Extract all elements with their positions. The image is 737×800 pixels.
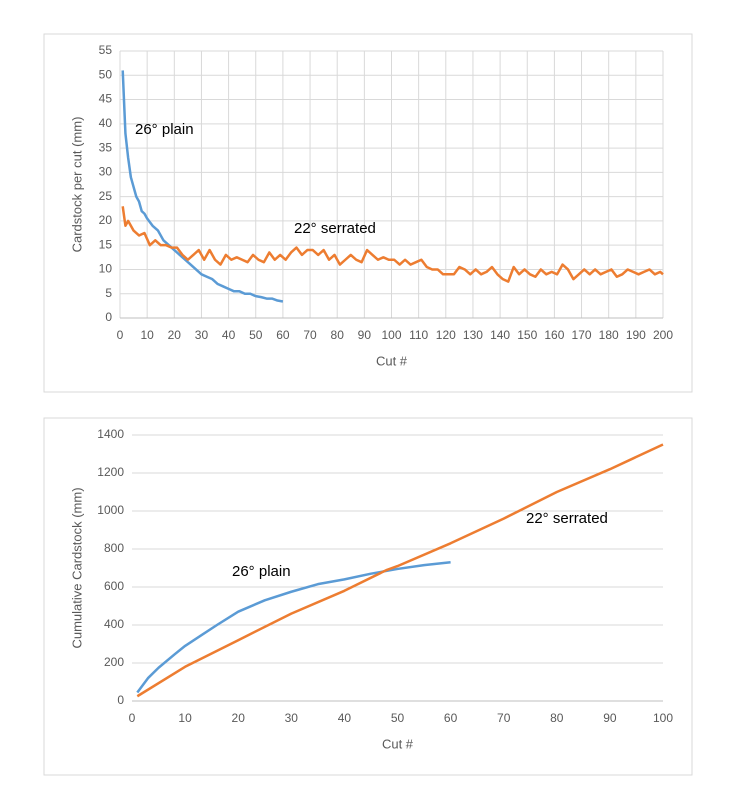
y-tick-label: 55 — [99, 43, 113, 57]
x-tick-label: 150 — [517, 328, 537, 342]
x-tick-label: 20 — [168, 328, 182, 342]
y-axis-title: Cardstock per cut (mm) — [69, 117, 84, 253]
x-tick-label: 100 — [653, 711, 673, 725]
x-tick-label: 140 — [490, 328, 510, 342]
y-tick-label: 30 — [99, 165, 113, 179]
chart-panel — [43, 33, 693, 393]
chart-panel — [43, 417, 693, 776]
series-label: 22° serrated — [294, 220, 376, 237]
x-tick-label: 180 — [599, 328, 619, 342]
x-tick-label: 40 — [338, 711, 352, 725]
y-tick-label: 5 — [105, 286, 112, 300]
x-tick-label: 60 — [276, 328, 290, 342]
x-tick-label: 80 — [331, 328, 345, 342]
x-axis-title: Cut # — [376, 353, 408, 368]
line-series — [136, 443, 664, 698]
x-tick-label: 60 — [444, 711, 458, 725]
x-tick-label: 70 — [497, 711, 511, 725]
y-tick-label: 600 — [104, 579, 124, 593]
x-tick-label: 10 — [178, 711, 192, 725]
y-tick-label: 1200 — [97, 465, 124, 479]
x-tick-label: 50 — [249, 328, 263, 342]
y-tick-label: 20 — [99, 213, 113, 227]
y-tick-label: 200 — [104, 655, 124, 669]
x-tick-label: 0 — [129, 711, 136, 725]
x-tick-label: 120 — [436, 328, 456, 342]
x-tick-label: 0 — [117, 328, 124, 342]
x-tick-label: 170 — [572, 328, 592, 342]
x-tick-label: 30 — [195, 328, 209, 342]
y-tick-label: 45 — [99, 92, 113, 106]
series-label: 22° serrated — [526, 510, 608, 527]
series-label: 26° plain — [135, 121, 194, 138]
y-tick-label: 0 — [117, 693, 124, 707]
y-tick-label: 15 — [99, 237, 113, 251]
x-tick-label: 40 — [222, 328, 236, 342]
x-tick-label: 80 — [550, 711, 564, 725]
x-tick-label: 10 — [140, 328, 154, 342]
y-tick-label: 40 — [99, 116, 113, 130]
x-tick-label: 100 — [381, 328, 401, 342]
line-series — [121, 70, 284, 303]
y-tick-label: 25 — [99, 189, 113, 203]
x-tick-label: 200 — [653, 328, 673, 342]
y-tick-label: 10 — [99, 262, 113, 276]
series-label: 26° plain — [232, 563, 291, 580]
x-tick-label: 110 — [409, 328, 428, 342]
y-tick-label: 50 — [99, 67, 113, 81]
x-tick-label: 20 — [232, 711, 246, 725]
y-tick-label: 1000 — [97, 503, 124, 517]
x-tick-label: 90 — [603, 711, 617, 725]
y-tick-label: 1400 — [97, 427, 124, 441]
y-tick-label: 0 — [105, 310, 112, 324]
x-tick-label: 50 — [391, 711, 405, 725]
y-tick-label: 400 — [104, 617, 124, 631]
x-axis-title: Cut # — [382, 736, 414, 751]
x-tick-label: 30 — [285, 711, 299, 725]
line-series — [121, 206, 664, 283]
y-axis-title: Cumulative Cardstock (mm) — [69, 487, 84, 648]
y-tick-label: 800 — [104, 541, 124, 555]
x-tick-label: 130 — [463, 328, 483, 342]
x-tick-label: 190 — [626, 328, 646, 342]
x-tick-label: 90 — [358, 328, 372, 342]
x-tick-label: 160 — [544, 328, 564, 342]
y-tick-label: 35 — [99, 140, 113, 154]
x-tick-label: 70 — [303, 328, 317, 342]
